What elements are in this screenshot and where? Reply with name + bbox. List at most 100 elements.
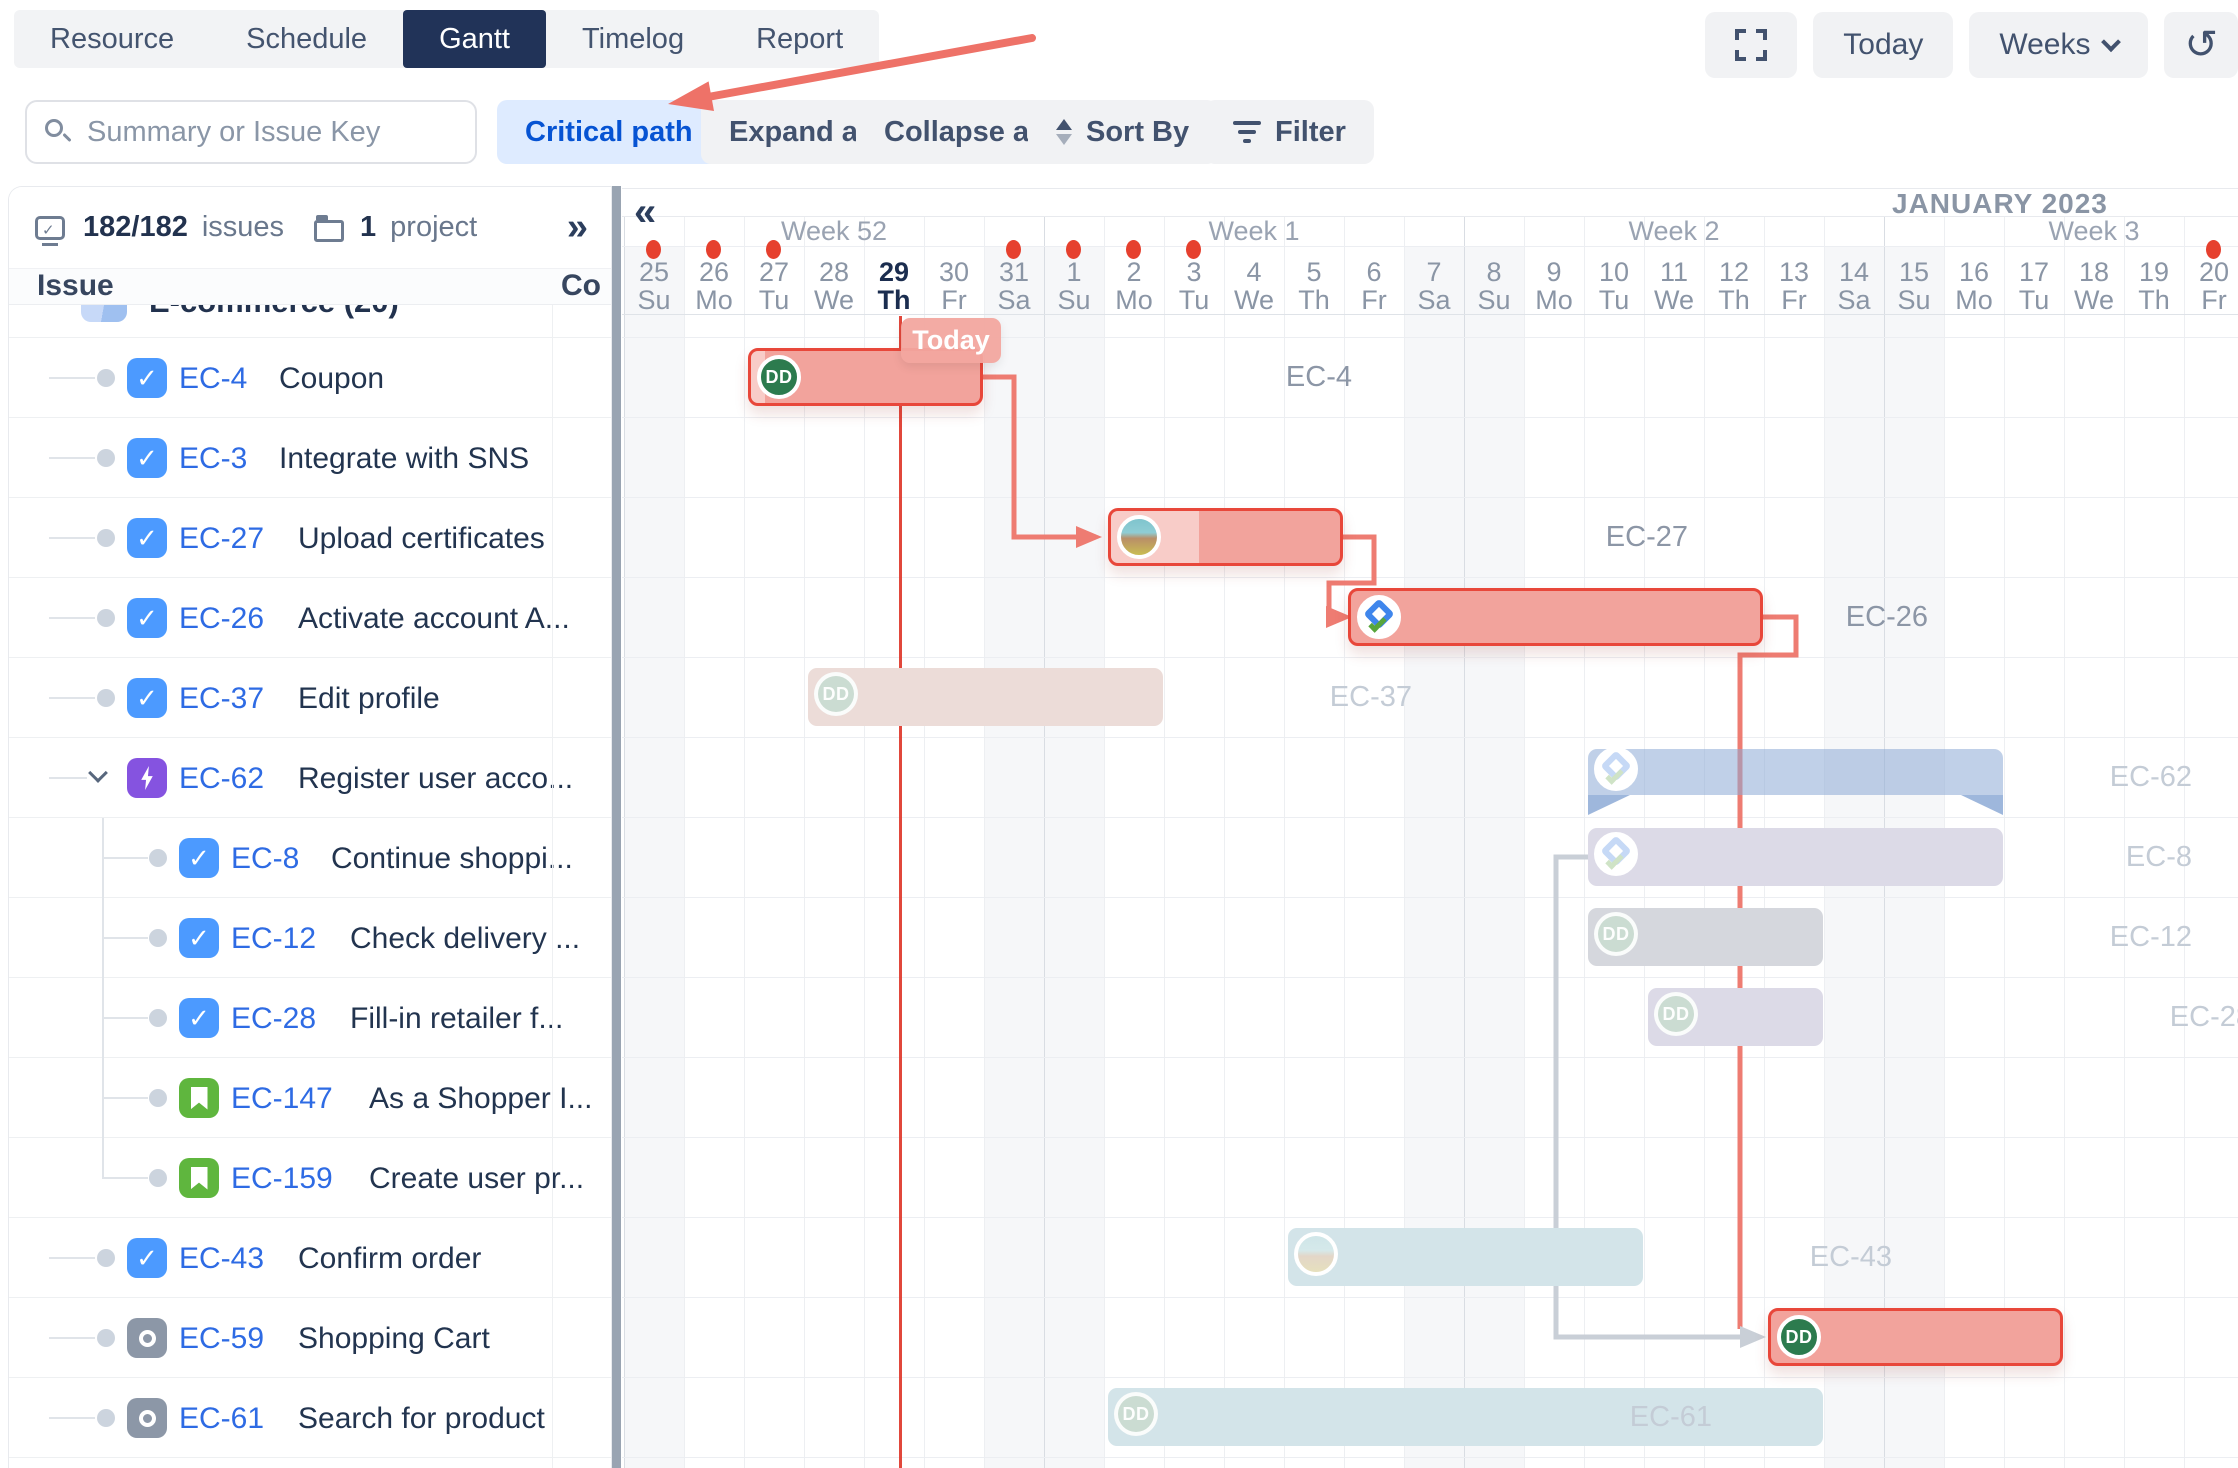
issue-row-EC-3[interactable]: ✓ EC-3 Integrate with SNS	[9, 418, 611, 498]
fullscreen-button[interactable]	[1705, 12, 1798, 78]
today-button-label: Today	[1843, 28, 1924, 61]
check-icon: ✓	[127, 358, 167, 398]
issue-key[interactable]: EC-3	[179, 442, 248, 475]
task-icon	[127, 1398, 167, 1438]
critical-path-button[interactable]: Critical path	[497, 100, 721, 164]
gantt-bar-EC-26[interactable]	[1348, 588, 1763, 646]
grid-line-vertical	[1344, 216, 1345, 1468]
avatar-EC-43	[1294, 1232, 1338, 1276]
panel-resize-handle[interactable]	[612, 186, 621, 1468]
issue-row-EC-147[interactable]: EC-147 As a Shopper I...	[9, 1058, 611, 1138]
issue-row-EC-4[interactable]: ✓ EC-4 Coupon	[9, 338, 611, 418]
tab-resource[interactable]: Resource	[14, 10, 210, 68]
row-line	[622, 1057, 2238, 1058]
day-cell-1: 1 Su	[1057, 257, 1091, 316]
issue-key[interactable]: EC-61	[179, 1402, 265, 1435]
issue-row-EC-12[interactable]: ✓ EC-12 Check delivery ...	[9, 898, 611, 978]
gantt-bar-EC-37[interactable]: DD	[808, 668, 1163, 726]
toolbar: Critical path Expand all Collapse all So…	[0, 100, 2238, 164]
refresh-button[interactable]: ↺	[2164, 12, 2238, 78]
bar-label-EC-27: EC-27	[1605, 521, 1688, 553]
issue-row-EC-28[interactable]: ✓ EC-28 Fill-in retailer f...	[9, 978, 611, 1058]
issue-key[interactable]: EC-27	[179, 522, 265, 555]
header-line	[622, 216, 2238, 217]
gantt-bar-EC-28[interactable]: DD	[1648, 988, 1823, 1046]
bar-label-EC-43: EC-43	[1809, 1241, 1892, 1273]
row-line	[622, 1217, 2238, 1218]
check-icon: ✓	[127, 438, 167, 478]
issue-key[interactable]: EC-8	[231, 842, 300, 875]
column-issue: Issue	[37, 269, 114, 302]
issue-row-EC-8[interactable]: ✓ EC-8 Continue shoppi...	[9, 818, 611, 898]
task-icon	[127, 1318, 167, 1358]
today-button[interactable]: Today	[1813, 12, 1954, 78]
grid-line-vertical	[1224, 216, 1225, 1468]
row-line	[622, 417, 2238, 418]
issue-key[interactable]: EC-37	[179, 682, 265, 715]
panel-expand-icon[interactable]: »	[566, 206, 588, 248]
gantt-bar-EC-12[interactable]: DD	[1588, 908, 1823, 966]
tab-gantt[interactable]: Gantt	[403, 10, 546, 68]
check-icon: ✓	[179, 838, 219, 878]
row-line	[622, 497, 2238, 498]
day-cell-3: 3 Tu	[1178, 257, 1210, 316]
holiday-dot	[1006, 240, 1021, 259]
day-cell-30: 30 Fr	[938, 257, 970, 316]
column-divider	[552, 269, 553, 1468]
gantt-bar-EC-62[interactable]	[1588, 747, 2003, 815]
issue-row-EC-27[interactable]: ✓ EC-27 Upload certificates	[9, 498, 611, 578]
search-input[interactable]	[85, 114, 457, 150]
issue-key[interactable]: EC-4	[179, 362, 248, 395]
check-icon: ✓	[179, 918, 219, 958]
tab-timelog[interactable]: Timelog	[546, 10, 720, 68]
issue-key[interactable]: EC-12	[231, 922, 317, 955]
grid-line-vertical	[1584, 216, 1585, 1468]
gantt-bar-EC-27[interactable]	[1108, 508, 1343, 566]
gantt-bar-EC-43[interactable]	[1288, 1228, 1643, 1286]
week-cell: Week 2	[1628, 215, 1720, 246]
issue-row-EC-61[interactable]: EC-61 Search for product	[9, 1378, 611, 1458]
grid-line-vertical	[1044, 216, 1045, 1468]
day-cell-12: 12 Th	[1718, 257, 1750, 316]
timeline-collapse-icon[interactable]: «	[634, 190, 656, 234]
issue-key[interactable]: EC-62	[179, 762, 265, 795]
issue-key[interactable]: EC-43	[179, 1242, 265, 1275]
issue-key[interactable]: EC-59	[179, 1322, 265, 1355]
holiday-dot	[646, 240, 661, 259]
sort-by-button[interactable]: Sort By	[1028, 100, 1218, 164]
zoom-level-dropdown[interactable]: Weeks	[1969, 12, 2149, 78]
row-line	[622, 897, 2238, 898]
check-icon: ✓	[127, 1238, 167, 1278]
issue-row-EC-59[interactable]: EC-59 Shopping Cart	[9, 1298, 611, 1378]
issue-key[interactable]: EC-28	[231, 1002, 317, 1035]
tab-report[interactable]: Report	[720, 10, 879, 68]
tree-dot	[149, 929, 167, 947]
issue-row-EC-37[interactable]: ✓ EC-37 Edit profile	[9, 658, 611, 738]
issue-row-EC-159[interactable]: EC-159 Create user pr...	[9, 1138, 611, 1218]
tab-schedule[interactable]: Schedule	[210, 10, 403, 68]
row-line	[622, 817, 2238, 818]
issue-key[interactable]: EC-26	[179, 602, 265, 635]
issue-row-EC-62[interactable]: EC-62 Register user acco...	[9, 738, 611, 818]
expander-chevron-icon[interactable]	[88, 763, 108, 783]
issue-row-EC-43[interactable]: ✓ EC-43 Confirm order	[9, 1218, 611, 1298]
filter-button[interactable]: Filter	[1205, 100, 1374, 164]
issue-key[interactable]: EC-147	[231, 1082, 333, 1115]
gantt-bar-EC-59[interactable]: DD	[1768, 1308, 2063, 1366]
issue-key[interactable]: EC-159	[231, 1162, 333, 1195]
gantt-bar-EC-8[interactable]	[1588, 828, 2003, 886]
issue-list: E-commerce (20)✓EC-4Coupon✓EC-3Integrate…	[9, 187, 611, 1468]
folder-icon	[314, 214, 345, 242]
tree-branch	[102, 1017, 148, 1019]
day-cell-19: 19 Th	[2138, 257, 2170, 316]
issue-row-EC-26[interactable]: ✓ EC-26 Activate account A...	[9, 578, 611, 658]
row-line	[622, 577, 2238, 578]
gantt-bar-EC-61[interactable]: DD	[1108, 1388, 1823, 1446]
week-cell: Week 1	[1208, 215, 1300, 246]
tree-dot	[149, 1009, 167, 1027]
sort-icon	[1056, 119, 1072, 145]
check-icon: ✓	[127, 518, 167, 558]
header-line	[622, 314, 2238, 315]
tree-branch	[49, 617, 95, 619]
